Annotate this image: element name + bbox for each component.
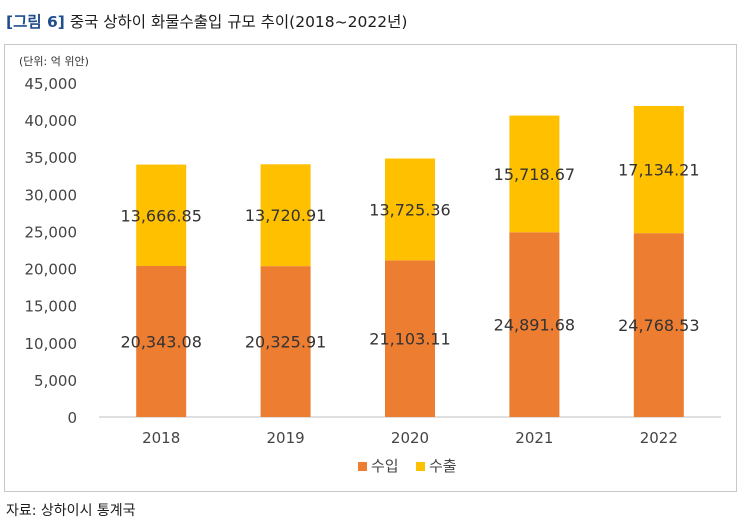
legend-label-import: 수입 bbox=[371, 457, 399, 475]
y-tick-label: 30,000 bbox=[25, 186, 78, 204]
y-tick-label: 25,000 bbox=[25, 223, 78, 241]
y-tick-label: 5,000 bbox=[34, 372, 77, 390]
bar-export-2022 bbox=[633, 105, 684, 234]
legend-swatch-import bbox=[358, 462, 367, 471]
data-label: 17,134.21 bbox=[618, 161, 699, 180]
legend-swatch-export bbox=[416, 462, 425, 471]
data-label: 20,343.08 bbox=[120, 333, 201, 352]
data-label: 20,325.91 bbox=[245, 333, 326, 352]
y-tick-label: 40,000 bbox=[25, 112, 78, 130]
data-label: 24,768.53 bbox=[618, 316, 699, 335]
stacked-bar-chart: (단위: 억 위안) 0 5,000 10,000 15,000 20,000 25,000… bbox=[19, 55, 721, 475]
data-label: 13,720.91 bbox=[245, 206, 326, 225]
bar-export-2021 bbox=[509, 115, 560, 233]
bar-import-2020 bbox=[385, 260, 435, 417]
bar-export-2019 bbox=[260, 164, 311, 267]
y-tick-label: 45,000 bbox=[25, 75, 78, 93]
bar-import-2022 bbox=[633, 233, 684, 417]
chart-frame: (단위: 억 위안) 0 5,000 10,000 15,000 20,000 25,000… bbox=[4, 44, 737, 492]
y-tick-label: 35,000 bbox=[25, 149, 78, 167]
y-tick-label: 0 bbox=[67, 409, 77, 427]
x-tick-label: 2018 bbox=[142, 429, 180, 447]
source-note: 자료: 상하이시 통계국 bbox=[6, 503, 136, 519]
y-tick-label: 10,000 bbox=[25, 335, 78, 353]
data-label: 21,103.11 bbox=[369, 330, 450, 349]
data-label: 24,891.68 bbox=[494, 316, 575, 335]
bar-export-2018 bbox=[136, 164, 187, 267]
x-tick-label: 2020 bbox=[391, 429, 429, 447]
unit-label: (단위: 억 위안) bbox=[19, 55, 89, 68]
legend-label-export: 수출 bbox=[429, 457, 457, 475]
x-tick-label: 2019 bbox=[267, 429, 305, 447]
bar-import-2019 bbox=[260, 266, 311, 417]
bar-import-2018 bbox=[136, 266, 187, 417]
figure-title: [그림 6] 중국 상하이 화물수출입 규모 추이(2018~2022년) bbox=[6, 10, 407, 32]
figure-number: [그림 6] bbox=[6, 13, 65, 31]
data-label: 15,718.67 bbox=[494, 165, 575, 184]
bar-import-2021 bbox=[509, 232, 560, 417]
bar-export-2020 bbox=[385, 158, 435, 261]
data-label: 13,666.85 bbox=[120, 206, 201, 225]
x-tick-label: 2022 bbox=[640, 429, 678, 447]
figure-title-text: 중국 상하이 화물수출입 규모 추이(2018~2022년) bbox=[69, 13, 408, 31]
y-tick-label: 15,000 bbox=[25, 298, 78, 316]
x-tick-label: 2021 bbox=[515, 429, 553, 447]
data-label: 13,725.36 bbox=[369, 200, 450, 219]
y-tick-label: 20,000 bbox=[25, 261, 78, 279]
